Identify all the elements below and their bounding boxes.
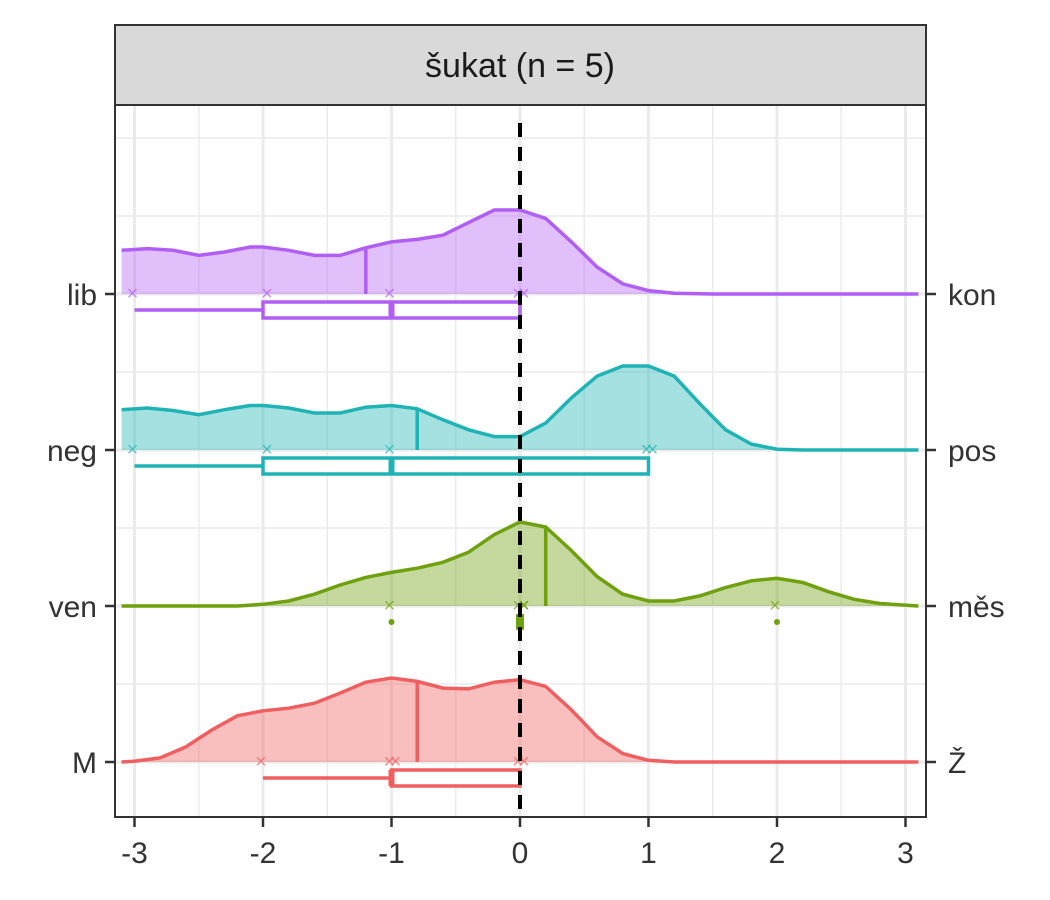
data-point-marker: × — [518, 595, 530, 617]
data-point-marker: × — [518, 283, 530, 305]
box-iqr — [261, 456, 651, 476]
box-collapsed — [516, 614, 524, 630]
y-label-right: kon — [948, 279, 996, 312]
data-point-marker: × — [261, 283, 273, 305]
x-tick-label: -1 — [378, 837, 405, 870]
x-tick-label: -3 — [121, 837, 148, 870]
density-curve — [121, 676, 919, 764]
x-tick-label: 3 — [897, 837, 914, 870]
box-outlier — [388, 619, 395, 625]
y-label-right: měs — [948, 591, 1005, 624]
y-label-left: ven — [49, 591, 97, 624]
y-label-right: Ž — [948, 747, 966, 780]
data-point-marker: × — [384, 439, 396, 461]
y-label-left: M — [72, 747, 97, 780]
data-point-marker: × — [255, 751, 267, 773]
x-tick-label: -2 — [250, 837, 277, 870]
data-point-marker: × — [512, 751, 524, 773]
data-point-marker: × — [769, 595, 781, 617]
data-point-marker: × — [384, 751, 396, 773]
density-area — [121, 366, 919, 450]
density-area — [121, 678, 919, 762]
data-point-marker: × — [518, 751, 530, 773]
y-label-right: pos — [948, 435, 996, 468]
data-point-marker: × — [518, 595, 530, 617]
data-point-marker: × — [384, 595, 396, 617]
data-point-marker: × — [261, 439, 273, 461]
x-tick-label: 0 — [512, 837, 529, 870]
y-label-left: lib — [67, 279, 97, 312]
x-tick-label: 1 — [640, 837, 657, 870]
panel-title: šukat (n = 5) — [425, 47, 615, 85]
data-point-marker: × — [127, 439, 139, 461]
data-point-marker: × — [390, 751, 402, 773]
box-iqr — [389, 768, 522, 788]
density-curve — [121, 208, 919, 296]
strip-background — [114, 24, 927, 106]
box-outlier — [774, 619, 780, 625]
data-point-marker: × — [127, 283, 139, 305]
y-label-left: neg — [47, 435, 97, 468]
x-tick-label: 2 — [769, 837, 786, 870]
density-curve — [121, 520, 919, 608]
density-curve — [121, 364, 919, 452]
data-point-marker: × — [384, 283, 396, 305]
data-point-marker: × — [641, 439, 653, 461]
axis-layer: -3 -2 -1 0 1 2 3 lib kon neg pos ven měs M Ž — [47, 279, 1005, 870]
data-point-marker: × — [647, 439, 659, 461]
